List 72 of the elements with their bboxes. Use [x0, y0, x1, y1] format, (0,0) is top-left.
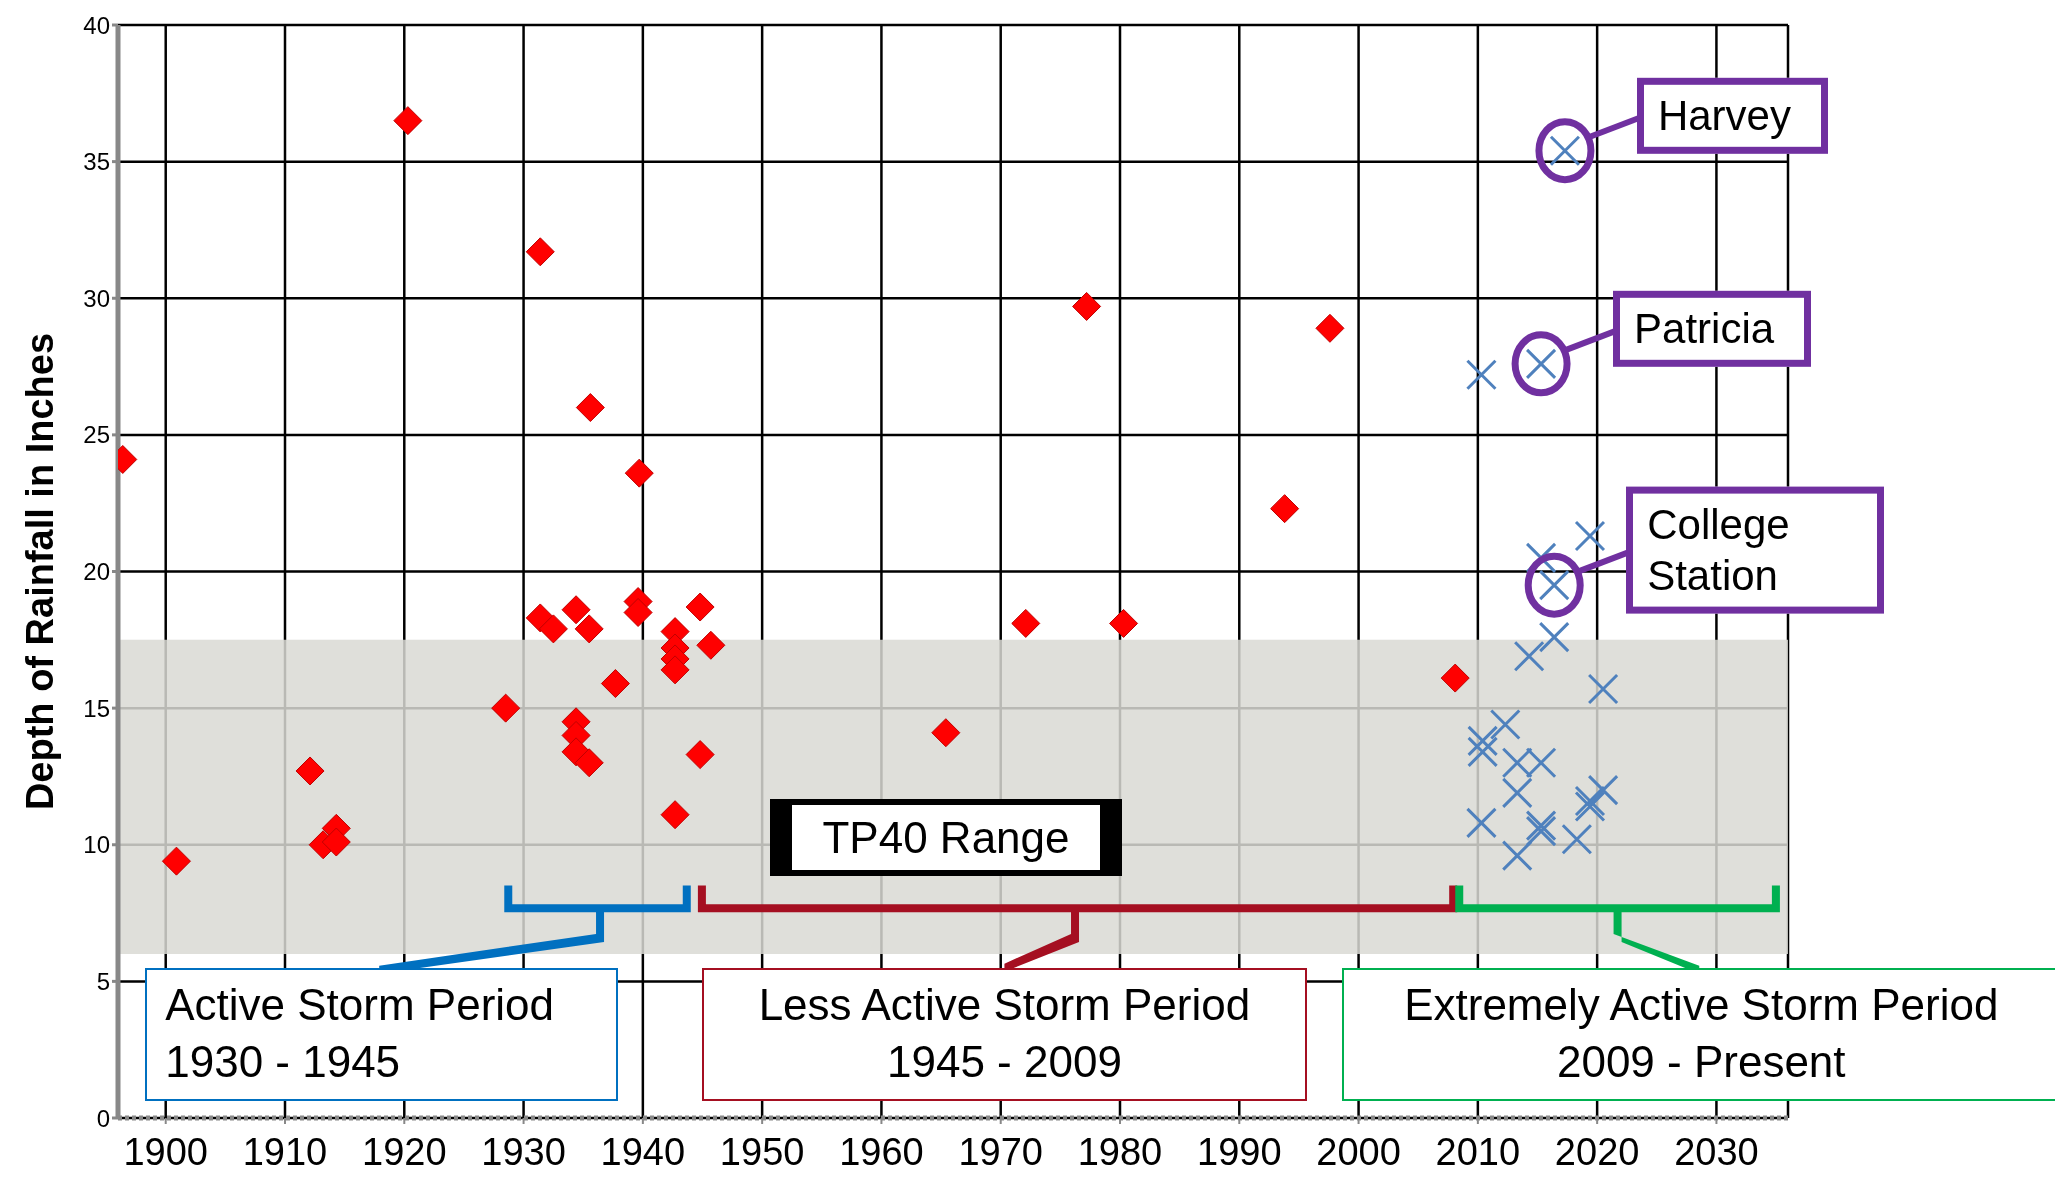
point	[1467, 736, 1499, 768]
x-tick-label: 1900	[123, 1130, 208, 1173]
point	[1467, 725, 1499, 757]
point	[931, 718, 961, 748]
point	[295, 756, 325, 786]
point	[561, 595, 591, 625]
point	[1501, 840, 1533, 872]
x-tick-label: 2000	[1316, 1130, 1401, 1173]
annotation: Extremely Active Storm Period 2009 - Present	[1342, 967, 2055, 1102]
point	[1513, 640, 1545, 672]
point	[685, 740, 715, 770]
x-tick-label: 1940	[600, 1130, 686, 1173]
point	[1270, 494, 1300, 524]
point	[623, 597, 653, 627]
point	[1011, 608, 1041, 638]
x-tick-label: 2020	[1554, 1130, 1640, 1173]
point	[685, 592, 715, 622]
point	[1072, 291, 1102, 321]
point	[491, 693, 521, 723]
point	[321, 827, 351, 857]
x-tick-label: 2030	[1674, 1130, 1759, 1173]
y-tick-label: 20	[83, 558, 110, 586]
y-tick-label: 25	[83, 421, 110, 449]
x-tick-label: 1970	[958, 1130, 1043, 1173]
point	[1465, 807, 1497, 839]
point	[696, 630, 726, 660]
point	[1109, 608, 1139, 638]
point	[1561, 823, 1593, 855]
point	[1574, 791, 1606, 822]
point	[660, 800, 690, 830]
point	[1574, 785, 1606, 817]
y-tick-label: 15	[83, 694, 110, 722]
band-label: TP40 Range	[770, 799, 1122, 876]
point	[624, 458, 654, 488]
point	[1465, 359, 1497, 391]
point	[538, 614, 568, 644]
annotation: Less Active Storm Period 1945 - 2009	[701, 967, 1307, 1102]
y-tick-label: 30	[83, 284, 110, 312]
x-tick-label: 1990	[1197, 1130, 1282, 1173]
y-axis-title: Depth of Rainfall in Inches	[19, 332, 62, 811]
point	[574, 614, 604, 644]
point	[1587, 673, 1619, 705]
point	[600, 669, 630, 699]
point	[1538, 621, 1570, 653]
point	[1587, 774, 1619, 806]
point	[1489, 709, 1521, 741]
point	[660, 655, 690, 685]
point	[575, 393, 605, 423]
x-tick-label: 1920	[362, 1130, 447, 1173]
y-tick-label: 10	[83, 831, 110, 859]
annotation: Harvey	[1636, 77, 1828, 154]
x-tick-label: 1960	[839, 1130, 924, 1173]
x-tick-label: 1950	[719, 1130, 805, 1173]
point	[525, 237, 555, 267]
x-tick-label: 1980	[1077, 1130, 1163, 1173]
point	[393, 106, 423, 136]
y-tick-label: 40	[83, 11, 110, 39]
point	[1501, 777, 1533, 809]
point	[1574, 520, 1606, 552]
x-tick-label: 1930	[481, 1130, 566, 1173]
annotation: Active Storm Period 1930 - 1945	[145, 967, 619, 1102]
y-tick-label: 35	[83, 148, 110, 176]
point	[574, 748, 604, 778]
point	[1315, 313, 1345, 343]
y-tick-label: 5	[96, 967, 110, 995]
x-tick-label: 2010	[1435, 1130, 1521, 1173]
point	[1440, 663, 1470, 693]
annotation: Patricia	[1613, 290, 1812, 368]
annotation: College Station	[1626, 486, 1885, 614]
point	[161, 846, 191, 876]
y-tick-label: 0	[96, 1104, 110, 1132]
x-tick-label: 1910	[242, 1130, 328, 1173]
